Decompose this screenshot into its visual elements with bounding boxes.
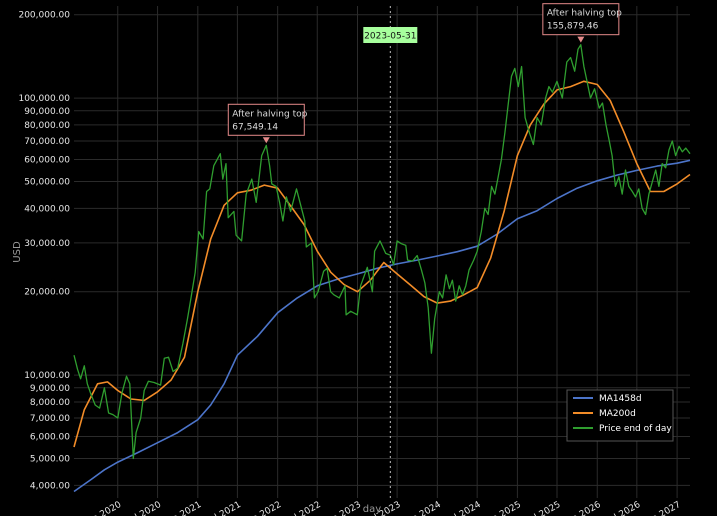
legend-label-ma200d: MA200d: [599, 409, 636, 419]
annotations: After halving top 67,549.14 After halving …: [227, 3, 622, 144]
annotation-title: After halving top: [547, 9, 622, 19]
x-tick-label: Jan 2023: [323, 500, 363, 516]
y-tick-label: 30,000.00: [24, 239, 70, 249]
x-tick-label: Jul 2025: [525, 500, 563, 516]
vertical-marker-label-box: [363, 27, 418, 43]
annotation-arrow: [262, 137, 270, 144]
y-tick-label: 80,000.00: [24, 121, 70, 131]
legend-label-price-end-of-day: Price end of day: [599, 424, 672, 434]
series-line-ma200d: [73, 80, 691, 448]
y-tick-label: 10,000.00: [24, 371, 70, 381]
y-tick-label: 90,000.00: [24, 107, 70, 117]
y-tick-label: 20,000.00: [24, 288, 70, 298]
y-axis-title: USD: [12, 241, 23, 263]
y-tick-label: 7,000.00: [30, 414, 70, 424]
y-tick-label: 8,000.00: [30, 398, 70, 408]
y-tick-label: 5,000.00: [30, 454, 70, 464]
y-tick-label: 9,000.00: [30, 384, 70, 394]
y-tick-label: 4,000.00: [30, 481, 70, 491]
annotation-value: 67,549.14: [232, 122, 278, 132]
legend-label-ma1458d: MA1458d: [599, 394, 642, 404]
y-tick-label: 200,000.00: [18, 11, 70, 21]
legend[interactable]: MA1458d MA200d Price end of day: [566, 389, 674, 442]
gridlines: [74, 6, 690, 498]
y-tick-label: 6,000.00: [30, 433, 70, 443]
vertical-date-marker: 2023-05-31: [363, 6, 418, 498]
x-tick-label: Jan 2025: [483, 500, 523, 516]
annotation-arrow: [577, 36, 585, 43]
series-lines: [73, 44, 691, 493]
x-tick-label: Jul 2020: [125, 500, 163, 516]
x-tick-label: Jul 2024: [445, 500, 483, 516]
x-axis-tick-labels: Jan 2020 Jul 2020 Jan 2021 Jul 2021 Jan 2022…: [83, 500, 683, 516]
annotation-value: 155,879.46: [547, 22, 599, 32]
vertical-marker-label: 2023-05-31: [364, 32, 416, 42]
y-tick-label: 50,000.00: [24, 177, 70, 187]
x-tick-label: Jan 2021: [163, 500, 203, 516]
annotation-box: [227, 103, 305, 136]
annotation-box: [542, 3, 620, 36]
x-tick-label: Jan 2026: [563, 500, 603, 516]
y-tick-label: 70,000.00: [24, 137, 70, 147]
series-line-ma1458d: [73, 159, 691, 493]
x-axis-title: day: [363, 504, 381, 515]
x-tick-label: Jan 2027: [642, 500, 682, 516]
series-line-price-end-of-day: [73, 44, 691, 460]
x-tick-label: Jul 2021: [205, 500, 243, 516]
y-axis-tick-labels: 4,000.00 5,000.00 6,000.00 7,000.00 8,000.00…: [18, 11, 70, 492]
x-tick-label: Jan 2024: [403, 500, 443, 516]
x-tick-label: Jul 2026: [605, 500, 643, 516]
annotation-title: After halving top: [232, 109, 307, 119]
y-tick-label: 100,000.00: [18, 94, 70, 104]
x-tick-label: Jul 2022: [285, 500, 323, 516]
x-tick-label: Jan 2022: [243, 500, 283, 516]
x-tick-label: Jan 2020: [83, 500, 123, 516]
y-tick-label: 60,000.00: [24, 156, 70, 166]
y-tick-label: 40,000.00: [24, 204, 70, 214]
